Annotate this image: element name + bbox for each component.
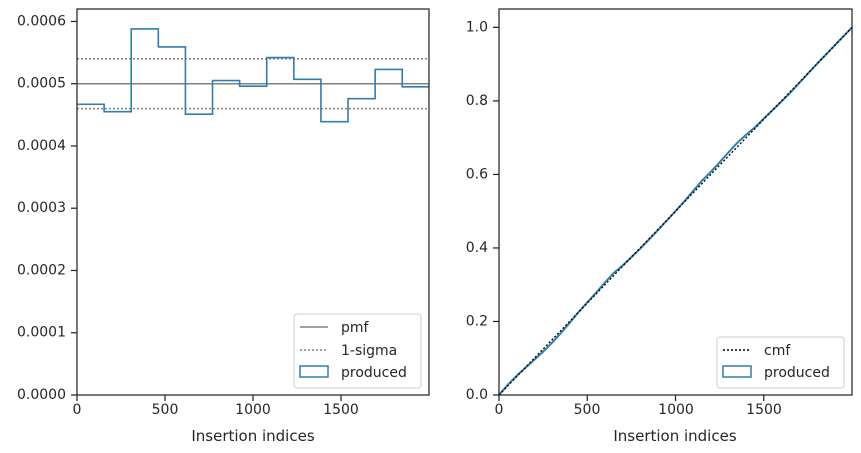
right-y-tick-label: 0.6 <box>466 166 488 182</box>
legend-produced-label: produced <box>341 365 407 381</box>
histogram-bar <box>77 104 104 395</box>
right-x-tick-label: 1000 <box>658 402 694 418</box>
right-y-tick-label: 0.2 <box>466 314 488 330</box>
left-y-ticks: 0.0000 0.0001 0.0002 0.0003 0.0004 0.000… <box>17 14 77 404</box>
right-y-tick-label: 1.0 <box>466 19 488 35</box>
left-x-axis-title: Insertion indices <box>191 427 314 445</box>
left-y-tick-label: 0.0001 <box>17 325 66 341</box>
left-legend: pmf 1-sigma produced <box>293 313 422 389</box>
histogram-marks <box>77 28 429 395</box>
right-y-ticks: 0.0 0.2 0.4 0.6 0.8 1.0 <box>466 19 499 403</box>
cumulative-panel: 0.0 0.2 0.4 0.6 0.8 1.0 0 500 1000 1500 … <box>466 8 853 445</box>
right-legend: cmf produced <box>716 336 845 389</box>
histogram-bar <box>213 81 240 395</box>
legend-produced-label-right: produced <box>764 365 830 381</box>
histogram-bar <box>267 58 294 395</box>
legend-pmf-label: pmf <box>341 320 370 336</box>
legend-produced-swatch <box>299 365 329 378</box>
left-x-ticks: 0 500 1000 1500 <box>73 395 359 418</box>
legend-produced-swatch-right <box>722 365 752 378</box>
left-y-tick-labels: 0.0000 0.0001 0.0002 0.0003 0.0004 0.000… <box>17 14 66 404</box>
right-x-tick-label: 500 <box>574 402 601 418</box>
histogram-bar <box>240 86 267 395</box>
produced-cumulative-line <box>498 26 853 396</box>
histogram-bar <box>158 47 185 395</box>
right-y-tick-labels: 0.0 0.2 0.4 0.6 0.8 1.0 <box>466 19 488 403</box>
right-x-tick-label: 1500 <box>746 402 782 418</box>
left-y-tick-label: 0.0002 <box>17 263 66 279</box>
cumulative-marks <box>498 26 853 396</box>
right-y-tick-label: 0.0 <box>466 387 488 403</box>
left-y-tick-label: 0.0006 <box>17 14 66 30</box>
left-y-tick-label: 0.0005 <box>17 76 66 92</box>
left-x-tick-label: 0 <box>73 402 82 418</box>
left-x-tick-label: 500 <box>152 402 179 418</box>
cmf-line <box>498 26 853 396</box>
legend-sigma-label: 1-sigma <box>341 343 397 359</box>
right-x-ticks: 0 500 1000 1500 <box>495 395 782 418</box>
left-y-tick-label: 0.0003 <box>17 200 66 216</box>
produced-step-outline <box>77 28 429 123</box>
left-y-tick-label: 0.0000 <box>17 387 66 403</box>
histogram-bar <box>104 112 131 395</box>
histogram-panel: 0.0000 0.0001 0.0002 0.0003 0.0004 0.000… <box>17 8 430 445</box>
right-x-axis-title: Insertion indices <box>613 427 736 445</box>
left-x-tick-label: 1500 <box>323 402 359 418</box>
legend-cmf-label: cmf <box>764 343 791 359</box>
histogram-bar <box>131 29 158 395</box>
left-legend-box <box>293 313 422 389</box>
right-x-tick-label: 0 <box>495 402 504 418</box>
left-y-tick-label: 0.0004 <box>17 138 66 154</box>
histogram-bar <box>185 114 212 395</box>
right-y-tick-label: 0.8 <box>466 93 488 109</box>
right-y-tick-label: 0.4 <box>466 240 488 256</box>
left-x-tick-label: 1000 <box>235 402 271 418</box>
